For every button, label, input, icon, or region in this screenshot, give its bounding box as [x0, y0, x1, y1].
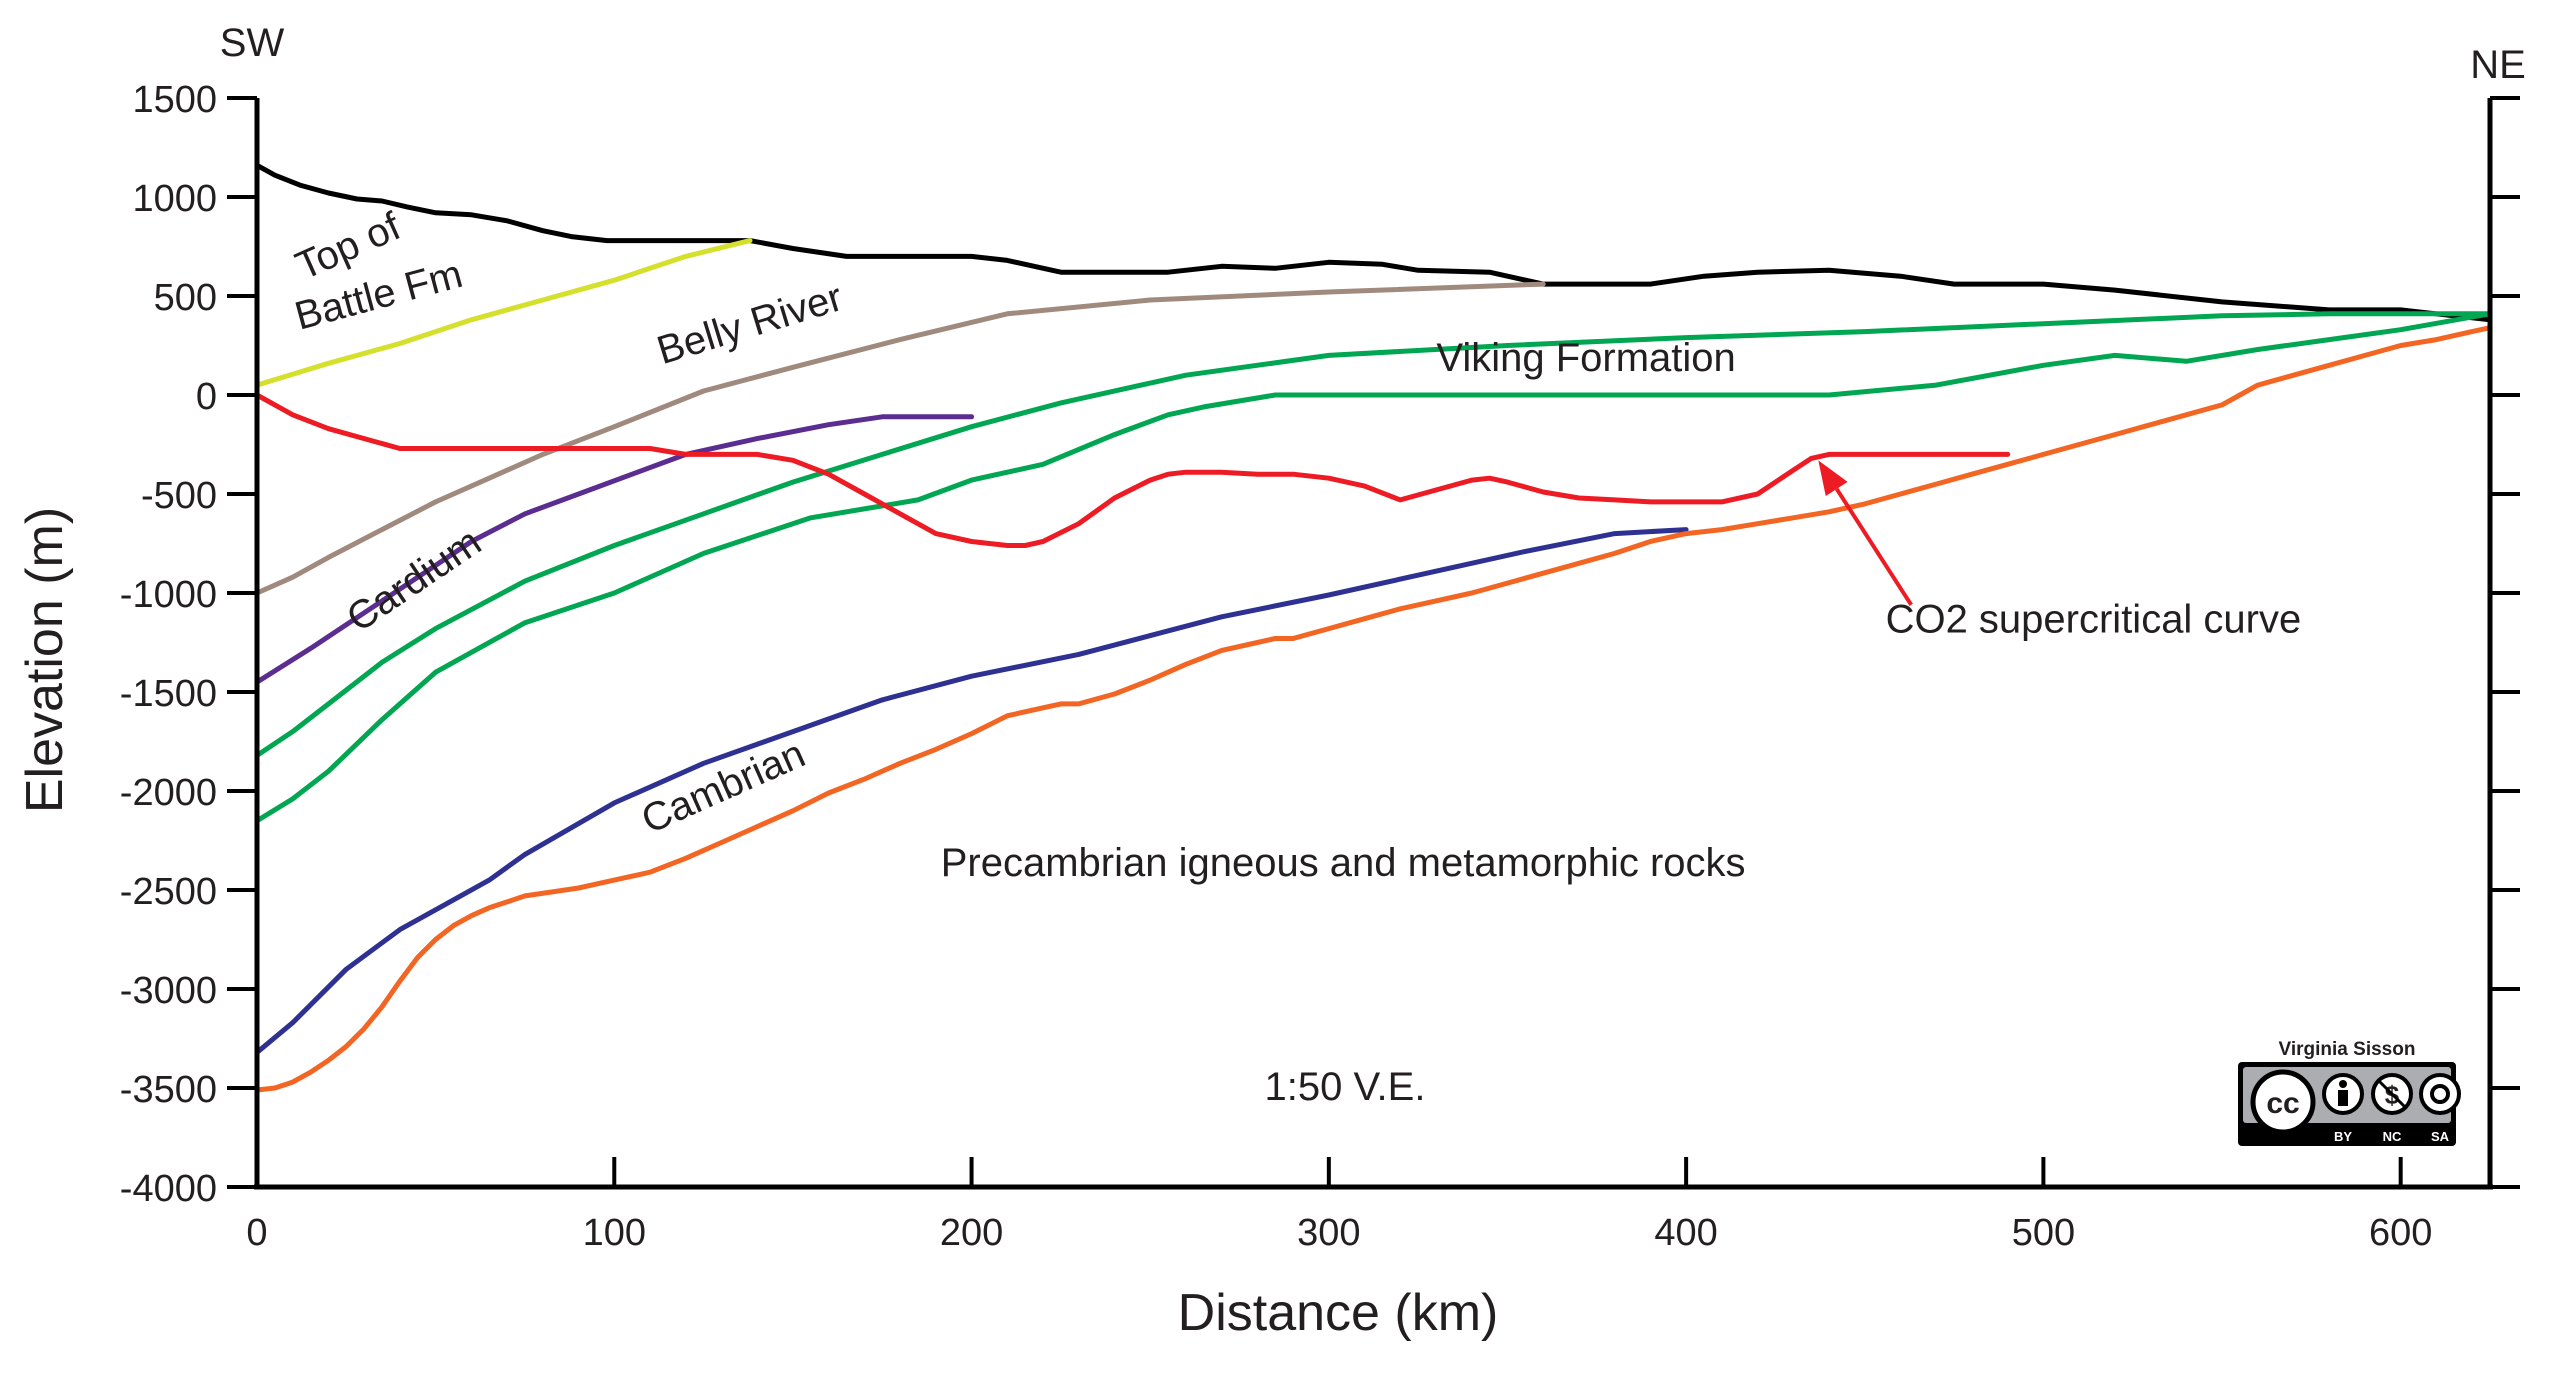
- x-tick-label: 200: [940, 1212, 1003, 1254]
- series-ground-surface: [254, 162, 2493, 323]
- sw-label: SW: [220, 21, 285, 65]
- y-tick-label: -4000: [120, 1168, 217, 1210]
- y-tick-label: -1000: [120, 574, 217, 616]
- annotation-viking-formation: Viking Formation: [1436, 336, 1735, 380]
- series-viking-formation-upper: [254, 311, 2493, 758]
- x-tick-label: 0: [246, 1212, 267, 1254]
- series-cardium: [254, 414, 975, 685]
- y-tick-label: 1500: [132, 79, 217, 121]
- series-co2-supercritical-curve: [254, 392, 2011, 548]
- series-cambrian: [254, 527, 1689, 1055]
- x-tick-label: 500: [2012, 1212, 2075, 1254]
- vertical-exaggeration-label: 1:50 V.E.: [1265, 1065, 1426, 1109]
- license-badge: Virginia Sisson cc $ BY NC SA: [2238, 1039, 2461, 1146]
- y-tick-label: 0: [196, 376, 217, 418]
- co2-arrow-head: [1818, 460, 1848, 496]
- y-tick-label: -3000: [120, 970, 217, 1012]
- axes-layer: 150010005000-500-1000-1500-2000-2500-300…: [120, 79, 2520, 1254]
- annotation-arrow-layer: [1818, 460, 1913, 606]
- y-tick-label: -2500: [120, 871, 217, 913]
- annotation-precambrian-igneous-and-metamorphic-rocks: Precambrian igneous and metamorphic rock…: [941, 841, 1746, 885]
- x-tick-label: 300: [1297, 1212, 1360, 1254]
- x-tick-label: 400: [1654, 1212, 1717, 1254]
- y-axis-title: Elevation (m): [16, 507, 74, 813]
- license-badge-by: BY: [2334, 1129, 2352, 1144]
- sa-sharealike-icon: [2419, 1073, 2461, 1115]
- series-belly-river: [254, 281, 1546, 596]
- series-precambrian: [254, 325, 2493, 1093]
- x-tick-label: 100: [583, 1212, 646, 1254]
- co2-arrow-shaft: [1835, 487, 1913, 606]
- series-top-of-battle-fm: [254, 238, 753, 388]
- y-tick-label: -3500: [120, 1069, 217, 1111]
- series-viking-formation-lower: [254, 311, 2493, 824]
- svg-text:cc: cc: [2266, 1087, 2299, 1120]
- y-tick-label: -2000: [120, 772, 217, 814]
- ne-label: NE: [2470, 43, 2526, 87]
- license-author: Virginia Sisson: [2279, 1039, 2416, 1060]
- y-tick-label: 1000: [132, 178, 217, 220]
- x-tick-label: 600: [2369, 1212, 2432, 1254]
- by-attribution-icon: [2322, 1073, 2364, 1115]
- license-badge-nc: NC: [2383, 1129, 2402, 1144]
- series-layer: [254, 162, 2493, 1093]
- x-axis-title: Distance (km): [1178, 1284, 1499, 1342]
- cc-logo-icon: cc: [2250, 1069, 2316, 1135]
- nc-noncommercial-icon: $: [2371, 1073, 2413, 1115]
- annotation-co2-supercritical-curve: CO2 supercritical curve: [1886, 598, 2302, 642]
- y-tick-label: 500: [154, 277, 217, 319]
- y-tick-label: -500: [141, 475, 217, 517]
- license-badge-sa: SA: [2431, 1129, 2450, 1144]
- annotation-cambrian: Cambrian: [635, 732, 811, 843]
- y-tick-label: -1500: [120, 673, 217, 715]
